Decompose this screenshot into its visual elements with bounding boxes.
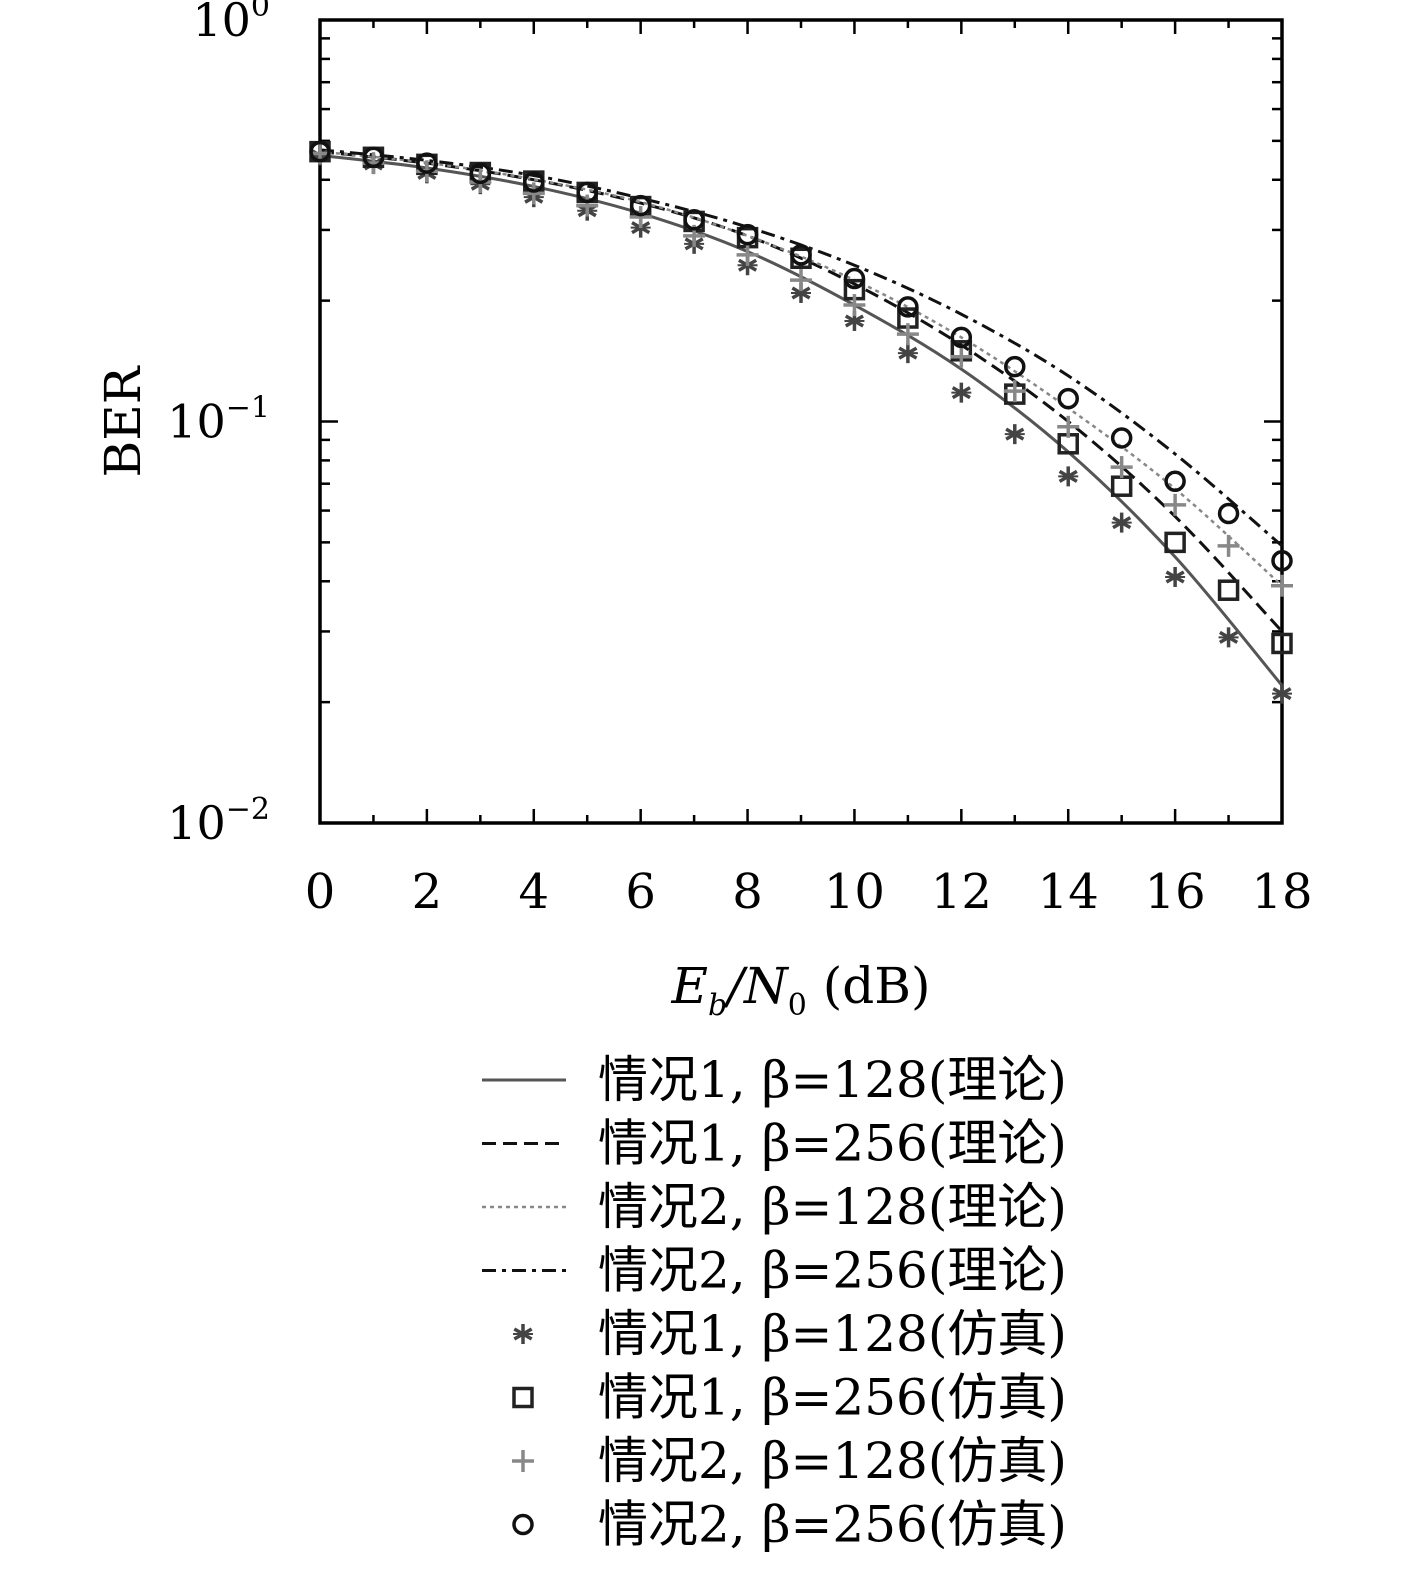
legend-entry: 情况1, β=256(理论)	[482, 1115, 1067, 1173]
legend-entry: 情况1, β=128(理论)	[482, 1051, 1067, 1109]
x-tick-label: 12	[931, 864, 992, 920]
series-7-point	[1271, 549, 1293, 572]
series-6-point	[1110, 456, 1133, 479]
series-7-point	[1057, 387, 1079, 410]
x-tick-label: 6	[625, 864, 656, 920]
legend-label: 情况2, β=128(理论)	[598, 1178, 1067, 1236]
series-7-point	[897, 296, 919, 318]
series-7-point	[736, 223, 759, 246]
x-axis-label: Eb/N0 (dB)	[670, 957, 930, 1023]
series-4-point	[1004, 424, 1025, 445]
legend-label: 情况2, β=256(理论)	[598, 1242, 1067, 1300]
legend-swatch	[513, 1324, 533, 1344]
series-6-point	[1057, 415, 1080, 438]
y-axis-label: BER	[94, 365, 152, 477]
series-markers	[309, 140, 1293, 704]
x-tick-label: 14	[1038, 864, 1099, 920]
legend-label: 情况1, β=256(仿真)	[598, 1369, 1067, 1427]
legend-entry: 情况2, β=128(仿真)	[512, 1432, 1067, 1490]
series-7-point	[362, 146, 385, 169]
series-4-point	[1272, 683, 1292, 704]
legend-label: 情况1, β=256(理论)	[598, 1115, 1067, 1173]
legend: 情况1, β=128(理论) 情况1, β=256(理论)情况2, β=128(理…	[482, 1051, 1067, 1554]
legend-entry: 情况1, β=128(仿真)	[513, 1305, 1067, 1363]
series-6-point	[1271, 574, 1293, 597]
y-tick-label: 10−1	[167, 391, 270, 449]
series-7-point	[683, 209, 705, 231]
series-6-point	[1217, 534, 1240, 557]
series-4-point	[1058, 466, 1079, 487]
series-6-point	[522, 182, 545, 205]
legend-label: 情况1, β=128(仿真)	[598, 1305, 1067, 1363]
legend-label: 情况2, β=256(仿真)	[598, 1496, 1067, 1554]
plot-frame	[318, 18, 1284, 825]
series-6-point	[896, 323, 919, 346]
legend-label: 情况2, β=128(仿真)	[598, 1432, 1067, 1490]
y-tick-label: 100	[192, 0, 270, 47]
series-7-point	[629, 194, 652, 217]
legend-entry: 情况2, β=256(仿真)	[512, 1496, 1067, 1554]
y-tick-labels: 100 10−1 10−2	[167, 0, 270, 850]
x-tick-label: 16	[1145, 864, 1206, 920]
x-tick-label: 10	[824, 864, 885, 920]
series-5-point	[1271, 632, 1293, 655]
series-7-point	[1164, 470, 1186, 492]
series-5-point	[1164, 531, 1186, 554]
series-6-point	[1164, 493, 1187, 516]
x-tick-labels: 0 2 4 6 8 10 12 14 16 18	[305, 864, 1313, 920]
legend-swatch	[512, 1386, 534, 1409]
legend-entry: 情况2, β=256(理论)	[482, 1242, 1067, 1300]
series-7-point	[309, 140, 331, 163]
series-7-point	[1110, 427, 1133, 449]
series-6-point	[736, 243, 759, 266]
series-7-point	[1004, 355, 1026, 378]
legend-entry: 情况2, β=128(理论)	[482, 1178, 1067, 1236]
series-7-point	[469, 162, 492, 185]
series-4-point	[1218, 627, 1239, 648]
legend-entry: 情况1, β=256(仿真)	[512, 1369, 1067, 1427]
x-tick-label: 18	[1251, 864, 1312, 920]
series-4-point	[1111, 512, 1132, 533]
series-6-point	[576, 194, 599, 217]
axis-ticks	[318, 20, 1284, 825]
series-5-point	[1217, 579, 1240, 601]
series-7-point	[523, 171, 545, 193]
x-tick-label: 0	[305, 864, 336, 920]
legend-swatch	[512, 1450, 534, 1472]
series-7-point	[576, 181, 598, 204]
series-7-point	[1217, 502, 1240, 525]
series-7-point	[950, 326, 973, 349]
series-4-point	[1165, 566, 1186, 587]
series-6-point	[1003, 380, 1026, 403]
series-4-point	[951, 382, 972, 403]
series-6-point	[629, 206, 652, 229]
legend-swatch	[512, 1513, 534, 1536]
series-7-point	[790, 244, 812, 266]
legend-label: 情况1, β=128(理论)	[598, 1051, 1067, 1109]
x-tick-label: 4	[519, 864, 550, 920]
series-6-point	[790, 269, 812, 292]
series-6-point	[843, 294, 866, 317]
series-6-point	[950, 345, 973, 368]
y-tick-label: 10−2	[167, 792, 270, 850]
series-7-point	[416, 152, 438, 174]
series-7-point	[843, 267, 866, 290]
plot-area	[318, 18, 1284, 825]
x-tick-label: 2	[412, 864, 443, 920]
x-tick-label: 8	[732, 864, 763, 920]
series-4-point	[897, 343, 918, 364]
